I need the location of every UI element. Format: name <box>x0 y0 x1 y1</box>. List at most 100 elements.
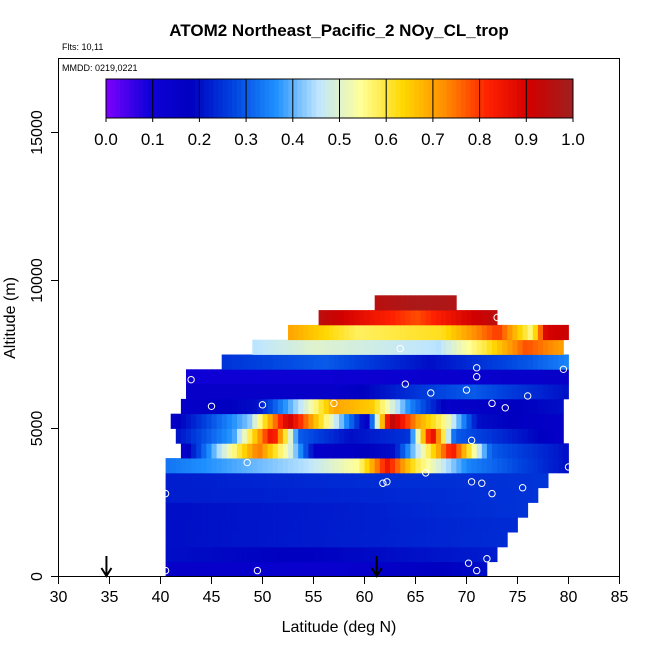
heatmap-cell <box>435 428 442 444</box>
heatmap-cell <box>507 443 513 459</box>
heatmap-cell <box>318 339 325 355</box>
heatmap-cell <box>333 472 340 489</box>
heatmap-cell <box>242 413 248 429</box>
heatmap-cell <box>226 428 233 444</box>
heatmap-cell <box>344 532 350 548</box>
colorbar-segment <box>456 79 462 118</box>
heatmap-cell <box>318 398 325 415</box>
heatmap-cell <box>379 532 386 548</box>
colorbar-segment <box>521 79 527 118</box>
heatmap-cell <box>430 443 437 459</box>
heatmap-cell <box>384 532 391 548</box>
heatmap-cell <box>415 428 421 444</box>
heatmap-cell <box>272 546 279 563</box>
heatmap-cell <box>226 369 233 385</box>
heatmap-cell <box>211 472 217 489</box>
heatmap-cell <box>446 413 452 429</box>
heatmap-cell <box>410 458 416 474</box>
heatmap-cell <box>252 339 258 355</box>
heatmap-cell <box>364 472 370 489</box>
heatmap-cell <box>517 369 523 385</box>
heatmap-cell <box>384 339 391 355</box>
heatmap-cell <box>476 398 483 415</box>
heatmap-cell <box>492 354 498 370</box>
heatmap-cell <box>369 532 376 548</box>
colorbar-segment <box>162 79 168 118</box>
heatmap-cell <box>272 472 279 489</box>
heatmap-cell <box>430 472 437 489</box>
heatmap-cell <box>293 354 299 370</box>
heatmap-cell <box>339 354 345 370</box>
heatmap-cell <box>502 398 508 415</box>
heatmap-cell <box>558 398 564 415</box>
colorbar-segment <box>488 79 495 118</box>
heatmap-cell <box>247 487 253 503</box>
heatmap-cell <box>313 561 319 577</box>
heatmap-cell <box>288 502 294 518</box>
heatmap-cell <box>400 369 406 385</box>
heatmap-cell <box>537 472 544 489</box>
colorbar-segment <box>283 79 289 118</box>
heatmap-cell <box>395 369 401 385</box>
heatmap-cell <box>344 458 350 474</box>
heatmap-cell <box>293 324 299 341</box>
heatmap-cell <box>288 532 294 548</box>
heatmap-cell <box>369 517 376 533</box>
heatmap-cell <box>558 354 564 370</box>
heatmap-cell <box>339 517 345 533</box>
heatmap-cell <box>242 502 248 518</box>
heatmap-cell <box>364 324 370 341</box>
heatmap-cell <box>333 428 340 444</box>
colorbar-segment <box>124 79 130 118</box>
sample-point <box>467 436 476 445</box>
heatmap-cell <box>180 413 187 429</box>
heatmap-cell <box>175 561 182 577</box>
heatmap-cell <box>441 324 447 341</box>
heatmap-cell <box>298 472 304 489</box>
heatmap-cell <box>425 354 432 370</box>
heatmap-cell <box>170 517 177 533</box>
colorbar-segment <box>129 79 135 118</box>
heatmap-cell <box>441 413 447 429</box>
heatmap-cell <box>451 458 457 474</box>
x-tick-label: 75 <box>509 589 527 606</box>
colorbar-segment <box>554 79 560 118</box>
heatmap-cell <box>267 546 274 563</box>
heatmap-cell <box>180 472 187 489</box>
heatmap-cell <box>221 398 228 415</box>
colorbar-segment <box>530 79 537 118</box>
heatmap-cell <box>333 517 340 533</box>
heatmap-cell <box>349 502 355 518</box>
heatmap-cell <box>522 369 529 385</box>
sample-point <box>401 380 409 388</box>
heatmap-cell <box>282 354 289 370</box>
colorbar-segment <box>171 79 177 118</box>
heatmap-cell <box>221 472 228 489</box>
heatmap-cell <box>548 339 554 355</box>
heatmap-cell <box>339 502 345 518</box>
heatmap-cell <box>226 458 233 474</box>
heatmap-cell <box>196 487 202 503</box>
heatmap-cell <box>328 324 335 341</box>
heatmap-cell <box>257 532 263 548</box>
heatmap-cell <box>492 310 498 326</box>
heatmap-cell <box>216 398 223 415</box>
heatmap-cell <box>242 472 248 489</box>
heatmap-cell <box>553 443 559 459</box>
heatmap-cell <box>456 384 462 400</box>
heatmap-cell <box>308 443 314 459</box>
heatmap-cell <box>242 458 248 474</box>
heatmap-cell <box>344 339 350 355</box>
colorbar-segment <box>432 79 438 118</box>
heatmap-cell <box>481 561 488 577</box>
heatmap-cell <box>364 413 370 429</box>
heatmap-cell <box>420 428 427 444</box>
heatmap-cell <box>354 369 360 385</box>
heatmap-cell <box>303 517 309 533</box>
heatmap-cell <box>558 339 564 355</box>
colorbar-segment <box>110 79 116 118</box>
colorbar-segment <box>306 79 312 118</box>
heatmap-cell <box>333 413 340 429</box>
heatmap-cell <box>170 472 177 489</box>
heatmap-cell <box>216 532 223 548</box>
